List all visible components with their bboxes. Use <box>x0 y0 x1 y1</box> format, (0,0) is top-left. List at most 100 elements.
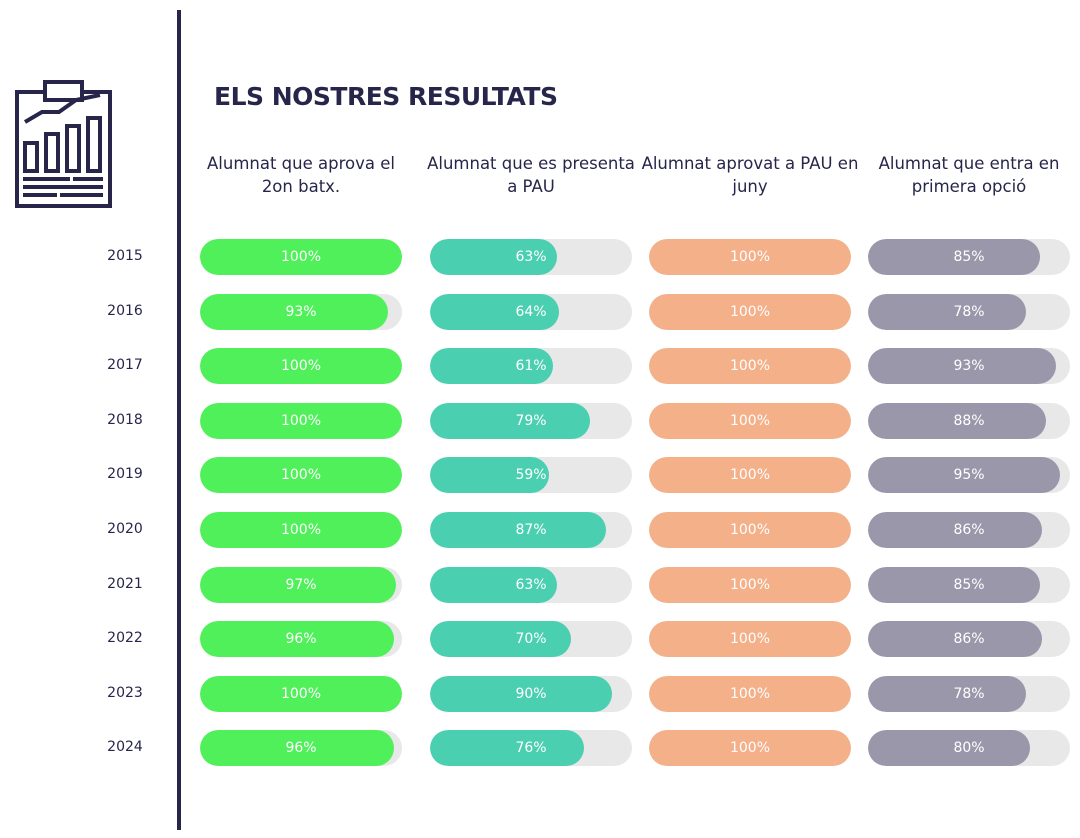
progress-bar-fill <box>200 730 394 767</box>
progress-bar-fill <box>430 675 612 712</box>
progress-bar-fill <box>200 512 402 548</box>
year-label: 2015 <box>107 248 143 264</box>
progress-bar-track: 88% <box>868 402 1070 439</box>
progress-bar-fill <box>649 348 851 385</box>
value-label: 79% <box>515 412 547 429</box>
progress-bar-track: 96% <box>200 621 402 658</box>
progress-bar-track: 100% <box>649 675 851 712</box>
value-label: 100% <box>729 412 771 429</box>
value-label: 93% <box>953 358 985 375</box>
value-label: 87% <box>515 522 547 538</box>
progress-bar-fill <box>868 239 1040 275</box>
progress-bar-fill <box>649 293 851 330</box>
progress-bar-fill <box>649 730 851 767</box>
progress-bar-fill <box>868 566 1040 603</box>
year-label: 2019 <box>107 466 143 483</box>
value-label: 95% <box>953 467 985 484</box>
progress-bar-track: 100% <box>649 566 851 603</box>
progress-bar-fill <box>430 512 606 548</box>
year-label: 2022 <box>107 630 143 647</box>
year-label: 2018 <box>107 411 143 428</box>
progress-bar-track: 87% <box>430 512 632 548</box>
progress-bar-track: 100% <box>200 675 402 712</box>
progress-bar-track: 100% <box>200 457 402 494</box>
page-title: ELS NOSTRES RESULTATS <box>214 82 558 111</box>
progress-bar-fill <box>200 293 388 330</box>
progress-bar-fill <box>200 675 402 712</box>
progress-bar-fill <box>430 402 590 439</box>
progress-bar-track: 100% <box>649 239 851 275</box>
value-label: 86% <box>953 631 985 648</box>
value-label: 96% <box>285 631 317 648</box>
value-label: 70% <box>515 631 547 648</box>
value-label: 86% <box>953 522 985 538</box>
value-label: 100% <box>280 358 322 375</box>
progress-bar-fill <box>649 457 851 494</box>
column-header: Alumnat que entra en primera opció <box>878 154 1060 196</box>
progress-bar-fill <box>200 348 402 385</box>
progress-bar-fill <box>430 566 558 603</box>
progress-bar-fill <box>868 621 1042 658</box>
value-label: 100% <box>280 522 322 538</box>
value-label: 100% <box>729 631 771 648</box>
progress-bar-track: 86% <box>868 621 1070 658</box>
progress-bar-track: 63% <box>430 239 632 275</box>
value-label: 85% <box>953 576 985 593</box>
value-label: 63% <box>515 249 547 265</box>
progress-bar-fill <box>430 293 560 330</box>
value-label: 100% <box>729 576 771 593</box>
progress-bar-fill <box>868 730 1030 767</box>
progress-bar-fill <box>868 675 1026 712</box>
value-label: 100% <box>729 249 771 265</box>
progress-bar-track: 76% <box>430 730 632 767</box>
progress-bar-track: 70% <box>430 621 632 658</box>
progress-bar-track: 100% <box>200 402 402 439</box>
progress-bar-track: 85% <box>868 566 1070 603</box>
progress-bar-track: 100% <box>649 512 851 548</box>
progress-bar-fill <box>200 621 394 658</box>
progress-bar-fill <box>430 457 550 494</box>
value-label: 80% <box>953 740 985 757</box>
value-label: 100% <box>280 467 322 484</box>
progress-bar-fill <box>430 348 554 385</box>
value-label: 100% <box>729 467 771 484</box>
value-label: 59% <box>515 467 547 484</box>
progress-bar-fill <box>649 512 851 548</box>
column-header: Alumnat que es presenta a PAU <box>427 154 635 196</box>
value-label: 63% <box>515 576 547 593</box>
progress-bar-track: 78% <box>868 293 1070 330</box>
progress-bar-track: 80% <box>868 730 1070 767</box>
value-label: 100% <box>729 303 771 320</box>
progress-bar-fill <box>649 675 851 712</box>
column-header: Alumnat aprovat a PAU en juny <box>641 154 859 196</box>
value-label: 88% <box>953 412 985 429</box>
progress-bar-track: 93% <box>200 293 402 330</box>
year-label: 2020 <box>107 521 143 537</box>
progress-bar-track: 100% <box>200 239 402 275</box>
value-label: 78% <box>953 685 985 702</box>
progress-bar-track: 64% <box>430 293 632 330</box>
progress-bar-track: 93% <box>868 348 1070 385</box>
value-label: 100% <box>280 249 322 265</box>
progress-bar-fill <box>430 239 558 275</box>
value-label: 93% <box>285 303 317 320</box>
progress-bar-track: 61% <box>430 348 632 385</box>
progress-bar-track: 90% <box>430 675 632 712</box>
progress-bar-track: 100% <box>649 457 851 494</box>
progress-bar-track: 85% <box>868 239 1070 275</box>
year-label: 2021 <box>107 575 143 592</box>
progress-bar-fill <box>868 348 1056 385</box>
progress-bar-fill <box>430 621 572 658</box>
value-label: 100% <box>280 685 322 702</box>
value-label: 78% <box>953 303 985 320</box>
progress-bar-fill <box>649 402 851 439</box>
progress-bar-fill <box>868 402 1046 439</box>
progress-bar-track: 100% <box>649 621 851 658</box>
progress-bar-fill <box>868 457 1060 494</box>
progress-bar-track: 59% <box>430 457 632 494</box>
divider-line <box>177 10 181 830</box>
value-label: 61% <box>515 358 547 375</box>
progress-bar-fill <box>200 457 402 494</box>
progress-bar-fill <box>649 239 851 275</box>
